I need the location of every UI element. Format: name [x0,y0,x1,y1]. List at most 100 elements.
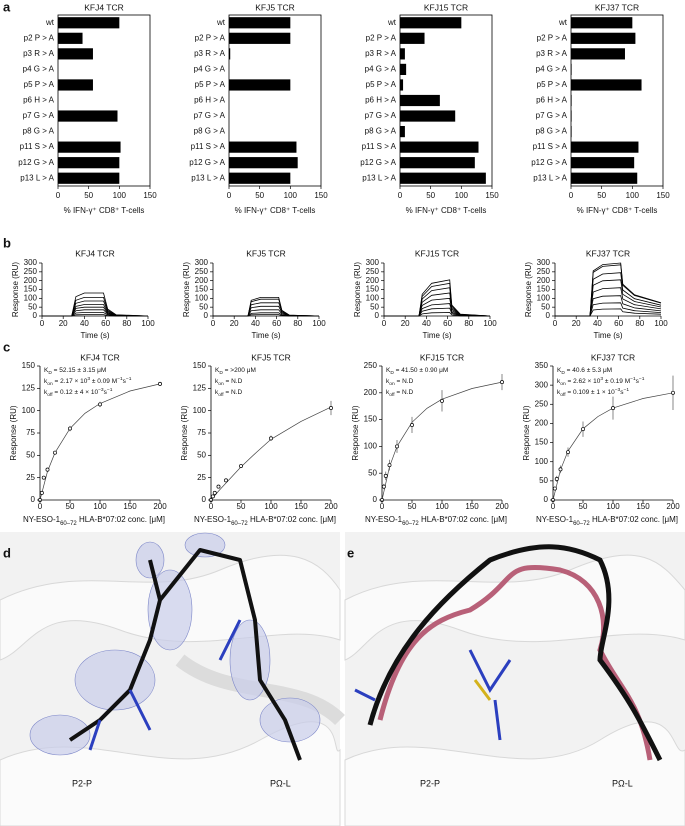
category-label: p12 G > A [360,158,396,167]
y-tick-label: 0 [375,311,380,320]
text-segment: 60–72 [60,521,77,527]
data-point [269,436,273,441]
text-segment: k [386,389,390,396]
bar [229,48,231,60]
category-label: p12 G > A [189,158,225,167]
text-segment: off [218,392,224,398]
chart-title: KFJ4 TCR [84,2,124,12]
text-segment: K [557,367,562,374]
annotation: KD = 52.15 ± 3.15 μM [44,367,106,376]
data-point [41,475,46,480]
bar [571,110,572,122]
y-tick-label: 100 [22,406,36,415]
fit-curve [381,381,503,501]
y-tick-label: 300 [195,258,209,267]
x-axis-title: % IFN-γ⁺ CD8⁺ T-cells [577,206,658,215]
y-tick-label: 75 [26,428,35,437]
x-tick-label: 100 [312,319,326,328]
structure-e: P2-P PΩ-L [344,532,685,826]
text-segment: ± 0.19 M [603,378,630,385]
bar [229,157,298,169]
y-axis-title: Response (RU) [11,262,20,317]
text-segment: s [104,389,108,396]
text-segment: −1 [623,387,629,393]
x-axis-title: Time (s) [422,331,451,340]
text-segment: 60–72 [231,521,248,527]
bar [58,48,93,60]
text-segment: = N.D [395,389,414,396]
y-tick-label: 200 [537,276,551,285]
chart-title: KFJ15 TCR [424,2,468,12]
x-tick-label: 0 [56,191,61,200]
panel-label: d [3,545,11,560]
chart-title: KFJ37 TCR [586,248,630,258]
text-segment: NY-ESO-1 [23,515,61,524]
category-label: p4 G > A [23,65,55,74]
text-segment: = 40.6 ± 5.3 μM [565,367,612,374]
text-segment: k [386,378,390,385]
text-segment: −1 [639,376,645,382]
bar [571,141,639,153]
text-segment: −1 [117,376,123,382]
y-tick-label: 150 [364,415,378,424]
bar [58,141,121,153]
y-tick-label: 200 [366,276,380,285]
data-point [210,494,215,499]
text-segment: D [219,370,223,376]
x-tick-label: 100 [455,191,469,200]
text-segment: = 2.17 × 10 [53,378,88,385]
y-tick-label: 0 [204,311,209,320]
bar [571,125,572,138]
x-tick-label: 0 [38,502,43,511]
x-tick-label: 100 [483,319,497,328]
data-point [383,473,388,478]
bar [400,63,407,76]
text-segment: HLA-B*07:02 conc. [μM] [77,515,165,524]
annotation: KD = 40.6 ± 5.3 μM [557,367,612,376]
cartoon-strand [175,654,345,726]
x-tick-label: 50 [237,502,246,511]
x-tick-label: 0 [382,319,387,328]
y-tick-label: 200 [535,419,549,428]
category-label: p2 P > A [24,33,55,42]
sensorgram-line [213,297,320,317]
text-segment: k [557,378,561,385]
text-segment: HLA-B*07:02 conc. [μM] [419,515,507,524]
x-tick-label: 200 [495,502,509,511]
y-tick-label: 250 [195,267,209,276]
x-tick-label: 150 [123,502,137,511]
y-tick-label: 250 [366,267,380,276]
y-tick-label: 250 [537,267,551,276]
bar [400,172,486,184]
text-segment: on [389,382,395,387]
x-axis-title: Time (s) [251,331,280,340]
y-tick-label: 100 [366,293,380,302]
x-tick-label: 40 [422,319,431,328]
category-label: p12 G > A [531,158,567,167]
chart-title: KFJ5 TCR [246,248,286,258]
sensorgram-line [555,272,662,317]
y-tick-label: 0 [202,495,207,504]
bar [400,32,425,44]
category-label: p6 H > A [194,96,226,105]
x-tick-label: 50 [66,502,75,511]
data-point [329,406,333,410]
panel-label: c [3,339,10,354]
text-segment: = 2.62 × 10 [566,378,601,385]
chart-title: KFJ37 TCR [591,352,635,362]
x-tick-label: 100 [626,191,640,200]
panel-label: b [3,235,11,250]
y-tick-label: 150 [195,285,209,294]
text-segment: HLA-B*07:02 conc. [μM] [590,515,678,524]
x-axis-title: NY-ESO-160–72 HLA-B*07:02 conc. [μM] [23,515,165,526]
text-segment: k [557,389,561,396]
x-tick-label: 150 [314,191,328,200]
x-tick-label: 20 [59,319,68,328]
data-point [554,476,559,481]
category-label: p13 L > A [362,173,396,182]
category-label: wt [45,18,55,27]
bar [400,48,405,60]
x-axis-title: Time (s) [593,331,622,340]
bar [400,94,440,107]
category-label: p11 S > A [191,142,226,151]
